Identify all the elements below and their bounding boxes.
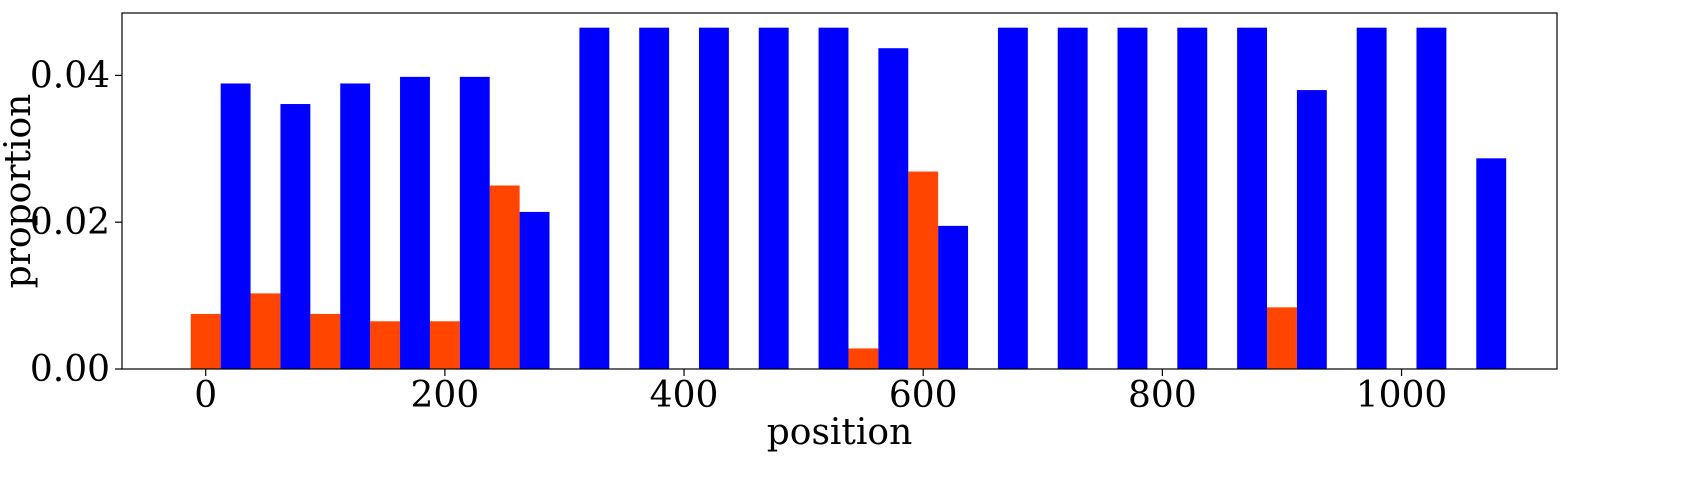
bar-series2-9 (758, 27, 789, 370)
bar-series1-3 (370, 321, 401, 369)
bar-series2-10 (818, 27, 849, 370)
bar-series1-7 (908, 171, 939, 369)
bar-series2-7 (639, 27, 670, 370)
x-tick-label: 1000 (1356, 375, 1448, 416)
bar-series2-20 (1416, 27, 1447, 370)
bar-series2-13 (997, 27, 1028, 370)
bar-series2-19 (1356, 27, 1387, 370)
y-tick-label: 0.02 (30, 202, 110, 243)
bar-series2-0 (220, 83, 251, 369)
y-tick-label: 0.04 (30, 55, 110, 96)
bar-series1-1 (250, 293, 281, 369)
bar-series1-0 (190, 313, 221, 369)
bar-series1-5 (489, 185, 520, 369)
bar-series1-6 (848, 348, 879, 369)
x-axis-ticks: 0 200 400 600 800 1000 (194, 369, 1447, 416)
plot-frame (121, 12, 1558, 370)
bar-series1-8 (1267, 307, 1297, 369)
bar-series2-15 (1117, 27, 1148, 370)
bar-series2-12 (938, 225, 969, 369)
bar-series2-3 (400, 76, 430, 370)
bar-series2-16 (1177, 27, 1208, 370)
bar-series2-6 (579, 27, 610, 370)
bar-series2-8 (698, 27, 729, 370)
bar-series2-18 (1296, 90, 1327, 369)
bar-series2-21 (1476, 158, 1507, 369)
x-tick-label: 800 (1128, 375, 1197, 416)
bar-series2-4 (459, 76, 490, 370)
bar-series1-4 (429, 321, 460, 369)
x-tick-label: 400 (650, 375, 719, 416)
y-tick-label: 0.00 (30, 349, 110, 390)
x-axis-label: position (767, 412, 913, 453)
bar-series1-2 (310, 313, 341, 369)
x-tick-label: 0 (194, 375, 217, 416)
bar-series2-1 (280, 104, 311, 370)
x-tick-label: 600 (889, 375, 958, 416)
y-axis-ticks: 0.00 0.02 0.04 (30, 55, 122, 390)
bar-series2-11 (878, 48, 909, 369)
y-axis-label: proportion (0, 94, 39, 289)
bar-series2-5 (519, 211, 550, 369)
bar-series2-14 (1057, 27, 1088, 370)
bars-layer (190, 27, 1507, 370)
bar-series2-2 (340, 83, 371, 369)
bar-series2-17 (1237, 27, 1268, 370)
x-tick-label: 200 (411, 375, 480, 416)
